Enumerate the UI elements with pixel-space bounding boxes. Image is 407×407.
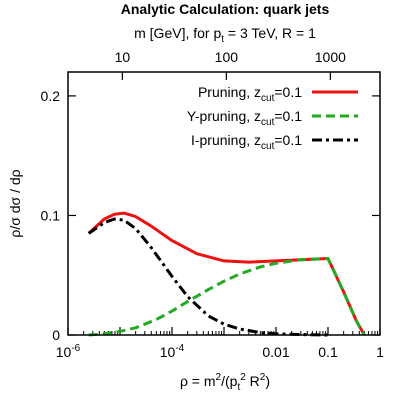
legend-name: I-pruning — [191, 132, 246, 148]
x-axis-label-text-part: /(p — [221, 373, 238, 389]
x-axis-label: ρ = m2/(pt2 R2) — [180, 372, 270, 393]
legend-z: , z — [246, 132, 261, 148]
top-tick-label: 10 — [115, 49, 131, 65]
y-tick-label: 0 — [52, 327, 60, 343]
top-tick-label: 100 — [215, 49, 239, 65]
x-axis-label-text-part: 2 — [260, 372, 266, 383]
x-axis-label-text-part: ) — [265, 373, 270, 389]
x-tick-label: 10-4 — [160, 343, 185, 360]
legend-label: I-pruning, zcut=0.1 — [191, 132, 302, 152]
x-axis-label-text: ρ = m2/(pt2 R2) — [180, 372, 270, 393]
top-axis-label-text-part: = 3 TeV, R = 1 — [224, 25, 316, 41]
legend-sub: cut — [261, 141, 275, 152]
top-axis-label-text: m [GeV], for pt = 3 TeV, R = 1 — [134, 25, 316, 45]
top-axis-ticks: 10 100 1000 — [115, 49, 346, 80]
y-axis-ticks: 0 0.1 0.2 — [41, 88, 380, 343]
x-tick-exp: -4 — [175, 343, 184, 354]
chart-title: Analytic Calculation: quark jets — [121, 1, 330, 17]
legend-label: Pruning, zcut=0.1 — [198, 84, 302, 104]
top-axis-label: m [GeV], for pt = 3 TeV, R = 1 — [134, 25, 316, 45]
plot-area — [87, 211, 366, 337]
y-axis-label: ρ/σ dσ / dρ — [7, 169, 23, 237]
y-tick-label: 0.1 — [41, 207, 61, 223]
legend-sub: cut — [261, 117, 275, 128]
legend: Pruning, zcut=0.1Y-pruning, zcut=0.1I-pr… — [187, 84, 358, 152]
legend-value: =0.1 — [274, 108, 302, 124]
x-tick-label: 10-6 — [56, 343, 81, 360]
x-tick-label: 0.1 — [318, 344, 338, 360]
x-tick-base: 10 — [160, 344, 176, 360]
x-axis-label-text-part: 2 — [240, 372, 246, 383]
x-tick-label: 1 — [376, 344, 384, 360]
x-tick-label: 0.01 — [262, 344, 289, 360]
legend-z: , z — [246, 108, 261, 124]
plot-frame — [67, 71, 381, 336]
x-axis-label-text-part: 2 — [216, 372, 222, 383]
y-tick-label: 0.2 — [41, 88, 61, 104]
legend-label: Y-pruning, zcut=0.1 — [187, 108, 302, 128]
legend-z: , z — [246, 84, 261, 100]
y-axis-label-text: ρ/σ dσ / dρ — [7, 169, 23, 237]
series-line-pruning — [87, 211, 366, 336]
series-line-y-pruning — [88, 257, 366, 337]
x-tick-base: 10 — [56, 344, 72, 360]
x-axis-label-text-part: R — [246, 373, 260, 389]
legend-value: =0.1 — [274, 132, 302, 148]
top-tick-label: 1000 — [315, 49, 346, 65]
legend-value: =0.1 — [274, 84, 302, 100]
top-axis-label-text-part: t — [221, 34, 224, 45]
legend-name: Pruning — [198, 84, 246, 100]
series-line-i-pruning — [87, 217, 329, 337]
x-axis-label-text-part: ρ = m — [180, 373, 216, 389]
x-tick-exp: -6 — [71, 343, 80, 354]
top-axis-label-text-part: m [GeV], for p — [134, 25, 221, 41]
x-axis-label-text-part: t — [237, 382, 240, 393]
legend-sub: cut — [261, 93, 275, 104]
x-axis-ticks: 10-6 10-4 0.01 0.1 1 — [56, 327, 384, 360]
legend-name: Y-pruning — [187, 108, 246, 124]
